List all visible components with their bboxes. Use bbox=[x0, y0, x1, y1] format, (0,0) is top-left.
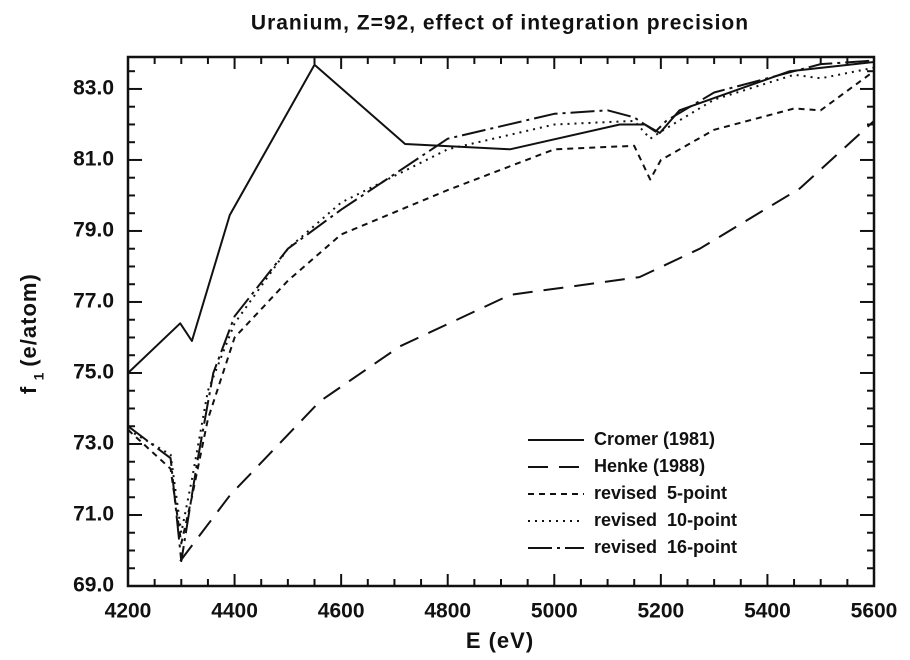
x-tick-label: 4600 bbox=[318, 600, 365, 623]
x-tick-label: 5000 bbox=[531, 600, 578, 623]
y-label-unit: (e/atom) bbox=[16, 273, 41, 367]
series-line bbox=[128, 61, 874, 374]
x-tick-label: 5200 bbox=[637, 600, 684, 623]
y-label-main: f bbox=[16, 386, 41, 394]
series-line bbox=[128, 59, 874, 563]
y-axis-label: f 1 (e/atom) bbox=[16, 273, 47, 394]
legend-label: Henke (1988) bbox=[594, 456, 705, 476]
y-tick-label: 83.0 bbox=[73, 76, 114, 99]
y-tick-label: 75.0 bbox=[73, 361, 114, 384]
x-tick-label: 4800 bbox=[424, 600, 471, 623]
legend-label: revised 5-point bbox=[594, 483, 727, 503]
legend-label: revised 16-point bbox=[594, 537, 737, 557]
x-tick-label: 5600 bbox=[851, 600, 898, 623]
x-axis-label: E (eV) bbox=[466, 628, 534, 653]
x-tick-label: 5400 bbox=[744, 600, 791, 623]
y-tick-label: 79.0 bbox=[73, 219, 114, 242]
legend-label: Cromer (1981) bbox=[594, 429, 715, 449]
y-tick-label: 69.0 bbox=[73, 574, 114, 597]
x-tick-label: 4400 bbox=[211, 600, 258, 623]
plot-frame bbox=[126, 55, 876, 588]
series-line bbox=[128, 70, 874, 545]
chart-title: Uranium, Z=92, effect of integration pre… bbox=[251, 12, 749, 35]
y-tick-label: 81.0 bbox=[73, 148, 114, 171]
y-tick-label: 73.0 bbox=[73, 432, 114, 455]
x-tick-label: 4200 bbox=[105, 600, 152, 623]
y-label-sub: 1 bbox=[31, 372, 47, 381]
series-line bbox=[179, 120, 874, 562]
y-tick-label: 77.0 bbox=[73, 290, 114, 313]
legend-label: revised 10-point bbox=[594, 510, 737, 530]
y-tick-label: 71.0 bbox=[73, 503, 114, 526]
plot-lines bbox=[128, 59, 874, 563]
